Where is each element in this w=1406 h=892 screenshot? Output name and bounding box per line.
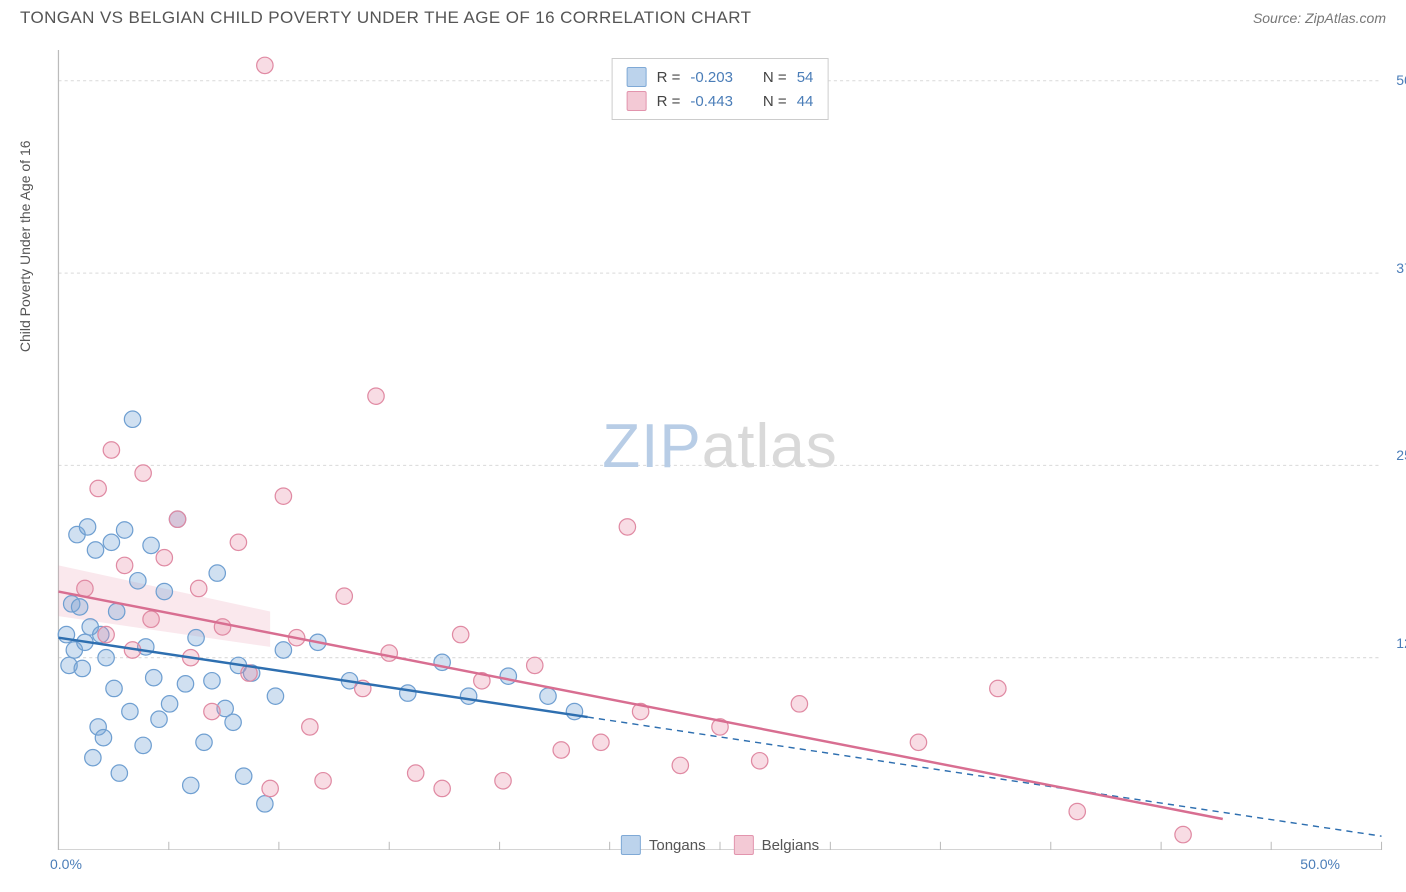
data-point (460, 688, 476, 704)
data-point (495, 773, 511, 789)
data-point (452, 626, 468, 642)
legend-swatch (734, 835, 754, 855)
data-point (135, 737, 151, 753)
data-point (146, 669, 162, 685)
data-point (990, 680, 1006, 696)
data-point (177, 676, 193, 692)
data-point (315, 773, 331, 789)
data-point (77, 580, 93, 596)
data-point (85, 749, 101, 765)
data-point (98, 649, 114, 665)
data-point (79, 519, 95, 535)
data-point (434, 780, 450, 796)
data-point (1069, 803, 1085, 819)
data-point (156, 549, 172, 565)
data-point (381, 645, 397, 661)
scatter-plot (50, 50, 1390, 850)
y-tick-label: 50.0% (1396, 72, 1406, 88)
data-point (71, 599, 87, 615)
data-point (156, 583, 172, 599)
data-point (204, 673, 220, 689)
data-point (188, 629, 204, 645)
data-point (275, 642, 291, 658)
data-point (267, 688, 283, 704)
data-point (910, 734, 926, 750)
data-point (130, 573, 146, 589)
legend-item: Belgians (734, 835, 820, 855)
data-point (751, 753, 767, 769)
data-point (124, 411, 140, 427)
data-point (336, 588, 352, 604)
data-point (95, 729, 111, 745)
legend-label: Tongans (649, 837, 706, 854)
data-point (500, 668, 516, 684)
data-point (103, 534, 119, 550)
data-point (183, 777, 199, 793)
data-point (122, 703, 138, 719)
series-legend: Tongans Belgians (621, 835, 819, 855)
legend-label: Belgians (762, 837, 820, 854)
data-point (191, 580, 207, 596)
source-attribution: Source: ZipAtlas.com (1253, 10, 1386, 26)
x-tick-label: 0.0% (50, 856, 82, 872)
legend-swatch (627, 67, 647, 87)
data-point (225, 714, 241, 730)
data-point (196, 734, 212, 750)
data-point (74, 660, 90, 676)
data-point (90, 480, 106, 496)
data-point (235, 768, 251, 784)
chart-title: TONGAN VS BELGIAN CHILD POVERTY UNDER TH… (20, 8, 751, 28)
data-point (407, 765, 423, 781)
data-point (1175, 826, 1191, 842)
legend-item: Tongans (621, 835, 706, 855)
data-point (672, 757, 688, 773)
data-point (302, 719, 318, 735)
y-tick-label: 37.5% (1396, 260, 1406, 276)
data-point (87, 542, 103, 558)
data-point (400, 685, 416, 701)
data-point (161, 696, 177, 712)
data-point (135, 465, 151, 481)
data-point (151, 711, 167, 727)
data-point (527, 657, 543, 673)
x-tick-label: 50.0% (1300, 856, 1340, 872)
stats-legend: R = -0.203N = 54R = -0.443N = 44 (612, 58, 829, 120)
data-point (553, 742, 569, 758)
data-point (593, 734, 609, 750)
data-point (368, 388, 384, 404)
data-point (204, 703, 220, 719)
data-point (275, 488, 291, 504)
chart-container: Child Poverty Under the Age of 16 ZIPatl… (50, 50, 1390, 850)
data-point (230, 534, 246, 550)
data-point (619, 519, 635, 535)
legend-swatch (621, 835, 641, 855)
y-tick-label: 25.0% (1396, 447, 1406, 463)
data-point (209, 565, 225, 581)
data-point (116, 557, 132, 573)
data-point (257, 796, 273, 812)
data-point (257, 57, 273, 73)
data-point (143, 611, 159, 627)
data-point (111, 765, 127, 781)
data-point (108, 603, 124, 619)
data-point (169, 511, 185, 527)
data-point (103, 442, 119, 458)
y-axis-label: Child Poverty Under the Age of 16 (17, 140, 33, 352)
stats-legend-row: R = -0.443N = 44 (627, 89, 814, 113)
data-point (566, 703, 582, 719)
data-point (262, 780, 278, 796)
data-point (143, 537, 159, 553)
data-point (791, 696, 807, 712)
data-point (214, 619, 230, 635)
y-tick-label: 12.5% (1396, 635, 1406, 651)
data-point (116, 522, 132, 538)
legend-swatch (627, 91, 647, 111)
data-point (540, 688, 556, 704)
data-point (106, 680, 122, 696)
data-point (98, 626, 114, 642)
stats-legend-row: R = -0.203N = 54 (627, 65, 814, 89)
